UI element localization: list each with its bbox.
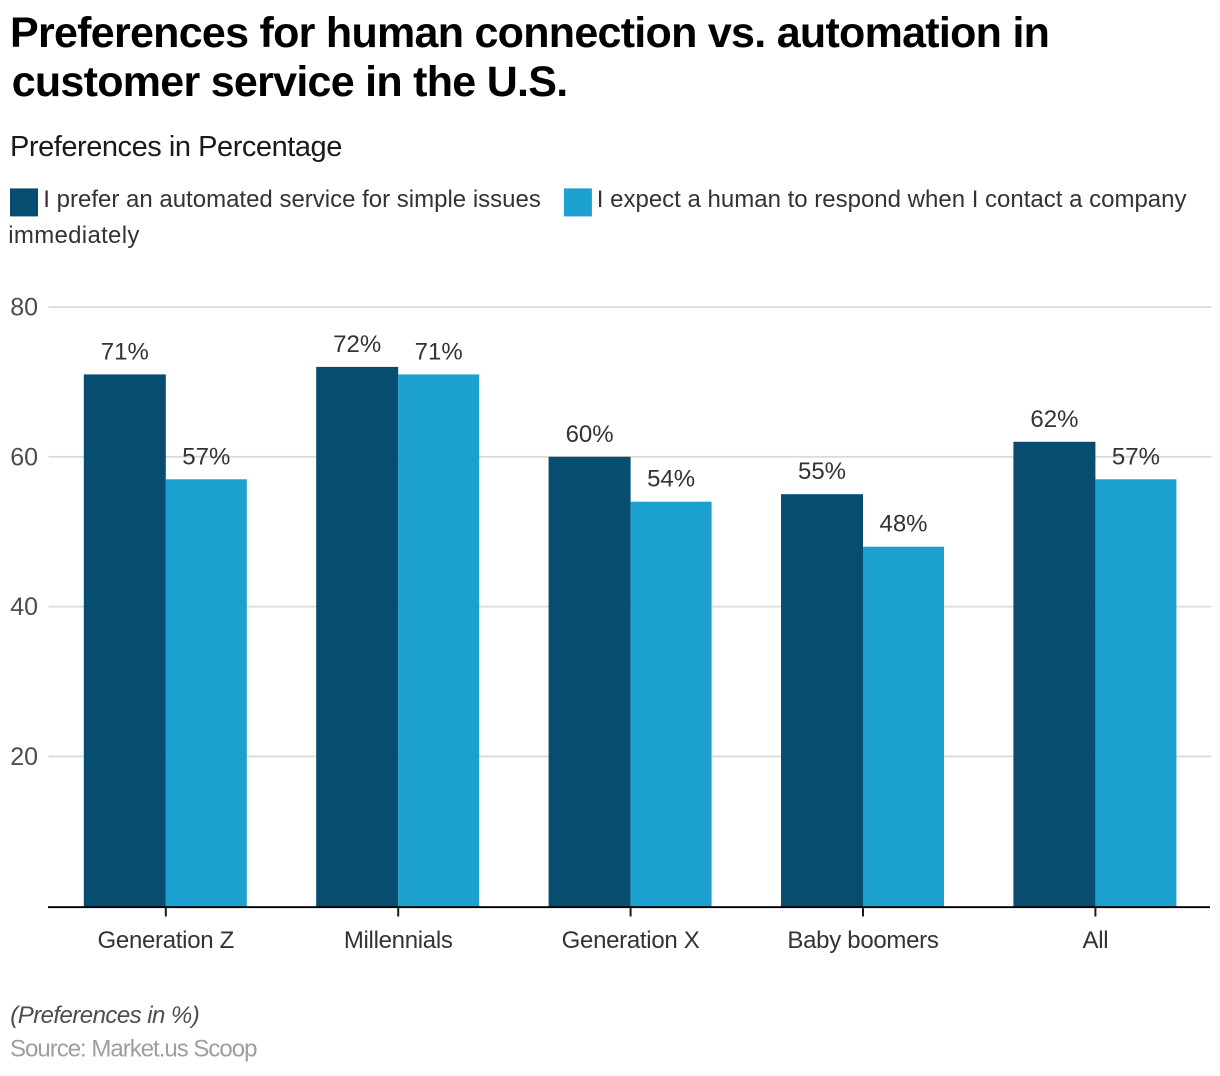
- svg-text:20: 20: [10, 743, 38, 771]
- svg-text:I prefer an automated service: I prefer an automated service for simple…: [43, 186, 541, 213]
- svg-text:48%: 48%: [879, 511, 927, 538]
- svg-text:71%: 71%: [101, 338, 149, 365]
- svg-text:Preferences in Percentage: Preferences in Percentage: [10, 131, 342, 163]
- svg-text:I expect a human to respond wh: I expect a human to respond when I conta…: [597, 186, 1187, 213]
- svg-text:55%: 55%: [798, 458, 846, 485]
- svg-text:All: All: [1083, 927, 1109, 954]
- svg-text:Generation Z: Generation Z: [98, 927, 234, 954]
- svg-text:60: 60: [10, 443, 38, 471]
- svg-text:customer service in the U.S.: customer service in the U.S.: [12, 58, 568, 106]
- svg-text:57%: 57%: [182, 443, 230, 470]
- svg-text:40: 40: [10, 593, 38, 621]
- svg-text:Source: Market.us Scoop: Source: Market.us Scoop: [10, 1036, 257, 1063]
- svg-text:immediately: immediately: [8, 222, 139, 249]
- svg-text:80: 80: [10, 294, 38, 322]
- svg-text:71%: 71%: [415, 338, 463, 365]
- svg-text:54%: 54%: [647, 466, 695, 493]
- svg-text:72%: 72%: [333, 331, 381, 358]
- svg-text:Preferences for human connecti: Preferences for human connection vs. aut…: [10, 9, 1049, 57]
- svg-text:Generation X: Generation X: [562, 927, 700, 954]
- svg-text:Millennials: Millennials: [344, 927, 453, 954]
- svg-text:Baby boomers: Baby boomers: [787, 927, 938, 954]
- svg-text:60%: 60%: [566, 421, 614, 448]
- svg-text:62%: 62%: [1030, 406, 1078, 433]
- svg-text:(Preferences in %): (Preferences in %): [10, 1002, 199, 1029]
- svg-text:57%: 57%: [1112, 443, 1160, 470]
